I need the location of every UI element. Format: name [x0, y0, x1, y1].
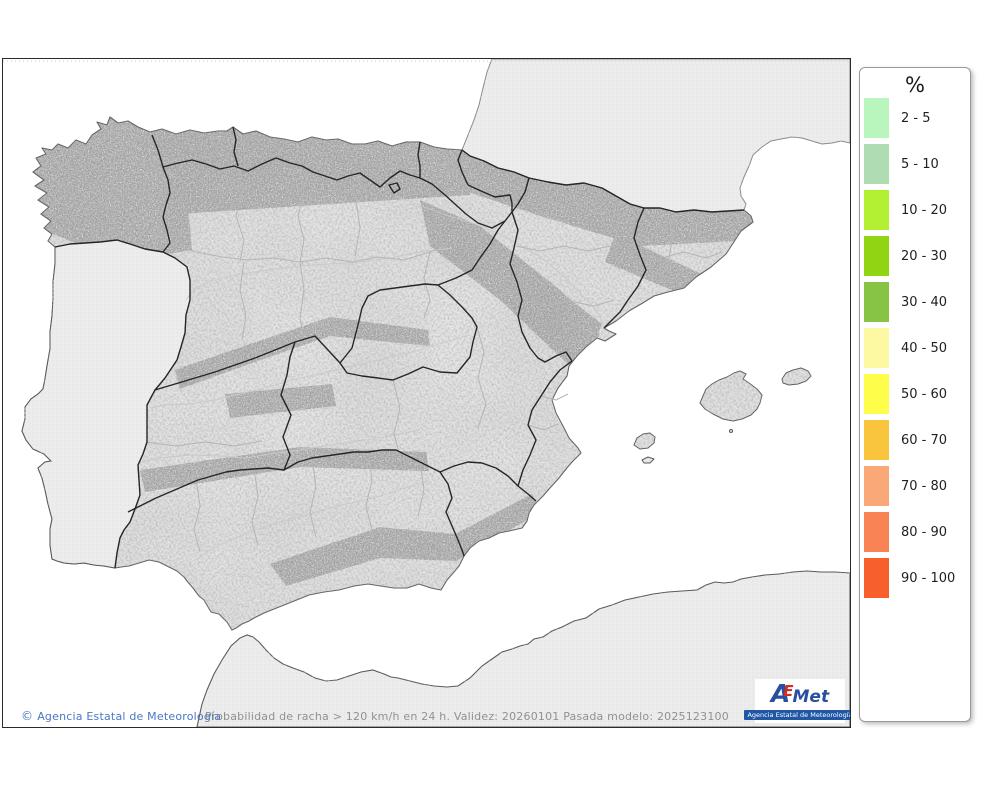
legend-label: 10 - 20 — [901, 202, 948, 218]
logo-subtitle: Agencia Estatal de Meteorología — [744, 710, 850, 720]
legend-swatch — [864, 420, 889, 460]
legend-label: 30 - 40 — [901, 294, 948, 310]
africa-landmass — [196, 570, 850, 727]
logo-letter-met: Met — [792, 687, 830, 707]
legend-item: 10 - 20 — [864, 190, 970, 230]
legend-label: 5 - 10 — [901, 156, 939, 172]
map-caption: Probabilidad de racha > 120 km/h en 24 h… — [205, 710, 729, 723]
legend-swatch — [864, 466, 889, 506]
map-frame: © Agencia Estatal de Meteorología Probabi… — [2, 58, 851, 728]
legend-swatch — [864, 328, 889, 368]
france-landmass — [461, 59, 850, 213]
legend-label: 90 - 100 — [901, 570, 956, 586]
legend-label: 70 - 80 — [901, 478, 948, 494]
region-borders — [54, 126, 745, 569]
cabrera-island — [729, 429, 733, 433]
spain-france-border — [461, 149, 745, 213]
copyright-text: Agencia Estatal de Meteorología — [37, 710, 222, 723]
legend-item: 50 - 60 — [864, 374, 970, 414]
rivers — [139, 195, 605, 561]
legend-item: 2 - 5 — [864, 98, 970, 138]
province-borders — [109, 159, 723, 553]
legend-swatch — [864, 558, 889, 598]
legend-swatch — [864, 512, 889, 552]
legend-label: 40 - 50 — [901, 340, 948, 356]
legend-label: 50 - 60 — [901, 386, 948, 402]
legend-label: 20 - 30 — [901, 248, 948, 264]
copyright: © Agencia Estatal de Meteorología — [21, 709, 221, 723]
legend-item: 90 - 100 — [864, 558, 970, 598]
legend-label: 80 - 90 — [901, 524, 948, 540]
logo-letter-e: E — [783, 682, 794, 700]
legend-item: 20 - 30 — [864, 236, 970, 276]
legend-swatch — [864, 144, 889, 184]
legend-item: 60 - 70 — [864, 420, 970, 460]
aemet-logo: AEMet Agencia Estatal de Meteorología — [744, 679, 850, 723]
legend-item: 80 - 90 — [864, 512, 970, 552]
legend-swatch — [864, 282, 889, 322]
portugal-landmass — [21, 239, 191, 569]
legend-title: % — [905, 73, 925, 97]
legend-item: 70 - 80 — [864, 466, 970, 506]
aemet-logo-text: AEMet — [770, 679, 830, 709]
legend-panel: % 2 - 5 5 - 10 10 - 20 20 - 30 30 - 40 4… — [859, 67, 971, 722]
legend-swatch — [864, 98, 889, 138]
map-canvas — [3, 59, 850, 727]
legend-item: 30 - 40 — [864, 282, 970, 322]
legend-swatch — [864, 236, 889, 276]
legend-label: 60 - 70 — [901, 432, 948, 448]
legend-swatch — [864, 190, 889, 230]
legend-swatch — [864, 374, 889, 414]
formentera-island — [641, 456, 655, 464]
legend-item: 40 - 50 — [864, 328, 970, 368]
copyright-icon: © — [21, 709, 34, 723]
legend-item: 5 - 10 — [864, 144, 970, 184]
logo-letter-a: A — [770, 679, 791, 708]
legend-label: 2 - 5 — [901, 110, 931, 126]
